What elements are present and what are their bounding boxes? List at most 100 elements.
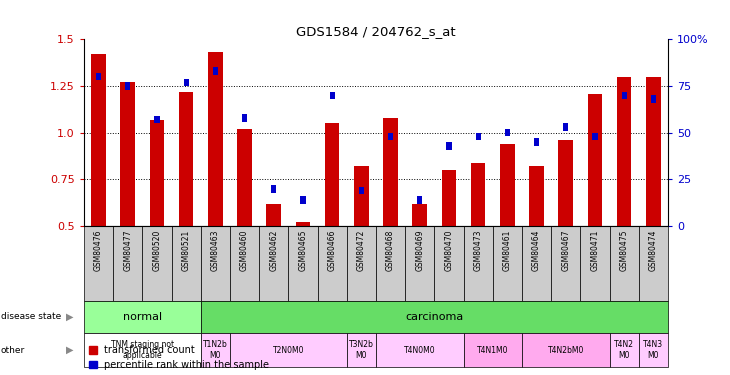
Bar — [230, 333, 347, 368]
Bar — [388, 133, 393, 140]
Bar — [493, 226, 522, 301]
Bar — [610, 333, 639, 368]
Bar — [288, 226, 318, 301]
Bar — [558, 140, 573, 226]
Bar — [318, 226, 347, 301]
Bar — [534, 138, 539, 146]
Text: GSM80465: GSM80465 — [299, 230, 307, 272]
Text: GSM80464: GSM80464 — [532, 230, 541, 272]
Text: GSM80476: GSM80476 — [94, 230, 103, 272]
Bar — [417, 196, 423, 204]
Bar — [242, 114, 247, 122]
Bar — [610, 226, 639, 301]
Text: T1N2b
M0: T1N2b M0 — [203, 340, 228, 360]
Text: GSM80468: GSM80468 — [386, 230, 395, 271]
Bar — [183, 79, 189, 86]
Bar — [172, 226, 201, 301]
Bar — [179, 92, 193, 226]
Text: normal: normal — [123, 312, 162, 322]
Text: GSM80467: GSM80467 — [561, 230, 570, 272]
Bar — [84, 226, 113, 301]
Bar — [300, 196, 306, 204]
Bar — [563, 123, 569, 131]
Bar — [471, 163, 485, 226]
Bar — [96, 73, 101, 81]
Bar — [446, 142, 452, 150]
Bar — [142, 226, 172, 301]
Bar — [588, 93, 602, 226]
Bar — [500, 144, 515, 226]
Bar — [522, 333, 610, 368]
Bar — [354, 166, 369, 226]
Bar — [522, 226, 551, 301]
Legend: transformed count, percentile rank within the sample: transformed count, percentile rank withi… — [89, 345, 269, 370]
Bar — [347, 333, 376, 368]
Text: GSM80521: GSM80521 — [182, 230, 191, 271]
Bar — [208, 53, 223, 226]
Text: GSM80461: GSM80461 — [503, 230, 512, 271]
Text: GSM80466: GSM80466 — [328, 230, 337, 272]
Text: GSM80471: GSM80471 — [591, 230, 599, 271]
Text: GSM80469: GSM80469 — [415, 230, 424, 272]
Bar — [347, 226, 376, 301]
Bar — [271, 185, 277, 192]
Bar — [259, 226, 288, 301]
Text: GSM80477: GSM80477 — [123, 230, 132, 272]
Bar — [592, 133, 598, 140]
Bar — [201, 301, 668, 333]
Bar — [125, 82, 131, 90]
Text: T2N0M0: T2N0M0 — [272, 346, 304, 355]
Bar — [412, 204, 427, 226]
Bar — [580, 226, 610, 301]
Text: disease state: disease state — [1, 312, 61, 321]
Bar — [551, 226, 580, 301]
Bar — [120, 82, 135, 226]
Bar — [376, 333, 464, 368]
Text: carcinoma: carcinoma — [405, 312, 464, 322]
Bar — [154, 116, 160, 123]
Text: T4N3
M0: T4N3 M0 — [643, 340, 664, 360]
Title: GDS1584 / 204762_s_at: GDS1584 / 204762_s_at — [296, 25, 456, 38]
Bar — [383, 118, 398, 226]
Bar — [201, 333, 230, 368]
Bar — [84, 333, 201, 368]
Bar — [475, 133, 481, 140]
Text: GSM80473: GSM80473 — [474, 230, 483, 272]
Bar — [266, 204, 281, 226]
Bar — [376, 226, 405, 301]
Bar — [617, 77, 631, 226]
Text: ▶: ▶ — [66, 345, 73, 355]
Text: T3N2b
M0: T3N2b M0 — [349, 340, 374, 360]
Text: ▶: ▶ — [66, 312, 73, 322]
Text: GSM80520: GSM80520 — [153, 230, 161, 271]
Text: GSM80475: GSM80475 — [620, 230, 629, 272]
Bar — [442, 170, 456, 226]
Text: T4N1M0: T4N1M0 — [477, 346, 509, 355]
Bar — [91, 54, 106, 226]
Bar — [84, 301, 201, 333]
Bar — [358, 187, 364, 194]
Text: GSM80462: GSM80462 — [269, 230, 278, 271]
Bar — [621, 92, 627, 99]
Bar — [329, 92, 335, 99]
Bar — [639, 333, 668, 368]
Text: GSM80470: GSM80470 — [445, 230, 453, 272]
Bar — [646, 77, 661, 226]
Text: GSM80463: GSM80463 — [211, 230, 220, 272]
Bar — [113, 226, 142, 301]
Bar — [639, 226, 668, 301]
Text: T4N2bM0: T4N2bM0 — [548, 346, 584, 355]
Bar — [212, 68, 218, 75]
Bar — [650, 95, 656, 103]
Bar — [325, 123, 339, 226]
Bar — [296, 222, 310, 226]
Text: GSM80472: GSM80472 — [357, 230, 366, 271]
Bar — [405, 226, 434, 301]
Bar — [230, 226, 259, 301]
Bar — [464, 333, 522, 368]
Bar — [464, 226, 493, 301]
Text: GSM80474: GSM80474 — [649, 230, 658, 272]
Text: T4N2
M0: T4N2 M0 — [614, 340, 634, 360]
Text: other: other — [1, 346, 25, 355]
Bar — [434, 226, 464, 301]
